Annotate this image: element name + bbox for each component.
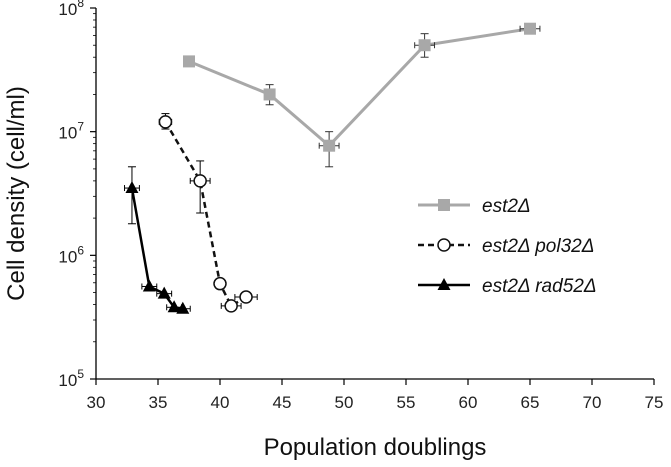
y-tick-label: 105: [58, 367, 84, 390]
legend-marker: [437, 238, 451, 252]
data-point: [193, 174, 207, 188]
legend-marker: [437, 278, 451, 290]
legend-entry-3: est2Δ rad52Δ: [418, 276, 597, 297]
data-point: [157, 286, 171, 299]
x-tick-label: 70: [583, 393, 602, 412]
y-axis-title: Cell density (cell/ml): [3, 86, 30, 301]
data-point: [224, 299, 238, 313]
data-point: [239, 290, 253, 304]
x-tick-label: 40: [211, 393, 230, 412]
data-point: [176, 301, 190, 314]
series-line: [130, 187, 184, 310]
series-1: [183, 22, 541, 168]
y-tick-label: 106: [58, 243, 84, 266]
x-tick-label: 60: [459, 393, 478, 412]
data-point: [125, 181, 139, 194]
data-point: [183, 55, 195, 68]
data-point: [142, 279, 156, 292]
series-line: [188, 27, 531, 148]
data-point: [167, 300, 181, 313]
x-tick-label: 45: [273, 393, 292, 412]
x-ticks: 30 35 40 45 50 55 60 65 70 75: [87, 379, 664, 412]
y-ticks: 105 106 107 108: [58, 0, 96, 390]
axes: [95, 8, 654, 380]
data-point: [263, 88, 276, 101]
y-tick-label: 107: [58, 120, 84, 143]
data-point: [418, 39, 431, 52]
x-tick-label: 35: [149, 393, 168, 412]
legend-label: est2Δ rad52Δ: [482, 276, 597, 297]
series-line: [164, 121, 247, 308]
legend-entry-2: est2Δ pol32Δ: [418, 236, 594, 257]
legend-entry-1: est2Δ: [418, 196, 531, 217]
y-tick-label: 108: [58, 0, 84, 19]
data-point: [524, 22, 536, 35]
x-axis-title: Population doublings: [264, 434, 487, 461]
x-tick-label: 65: [521, 393, 540, 412]
data-point: [158, 115, 173, 129]
legend-marker: [438, 199, 450, 211]
series-2: [158, 113, 258, 313]
x-tick-label: 75: [645, 393, 664, 412]
legend-label: est2Δ pol32Δ: [482, 236, 594, 257]
data-point: [213, 276, 227, 291]
series-3: [124, 166, 191, 314]
legend: est2Δ est2Δ pol32Δ est2Δ rad52Δ: [418, 196, 597, 297]
series-layer: [124, 22, 541, 314]
x-tick-label: 55: [397, 393, 416, 412]
data-point: [323, 139, 336, 152]
legend-label: est2Δ: [482, 196, 531, 217]
x-tick-label: 50: [335, 393, 354, 412]
x-tick-label: 30: [87, 393, 106, 412]
